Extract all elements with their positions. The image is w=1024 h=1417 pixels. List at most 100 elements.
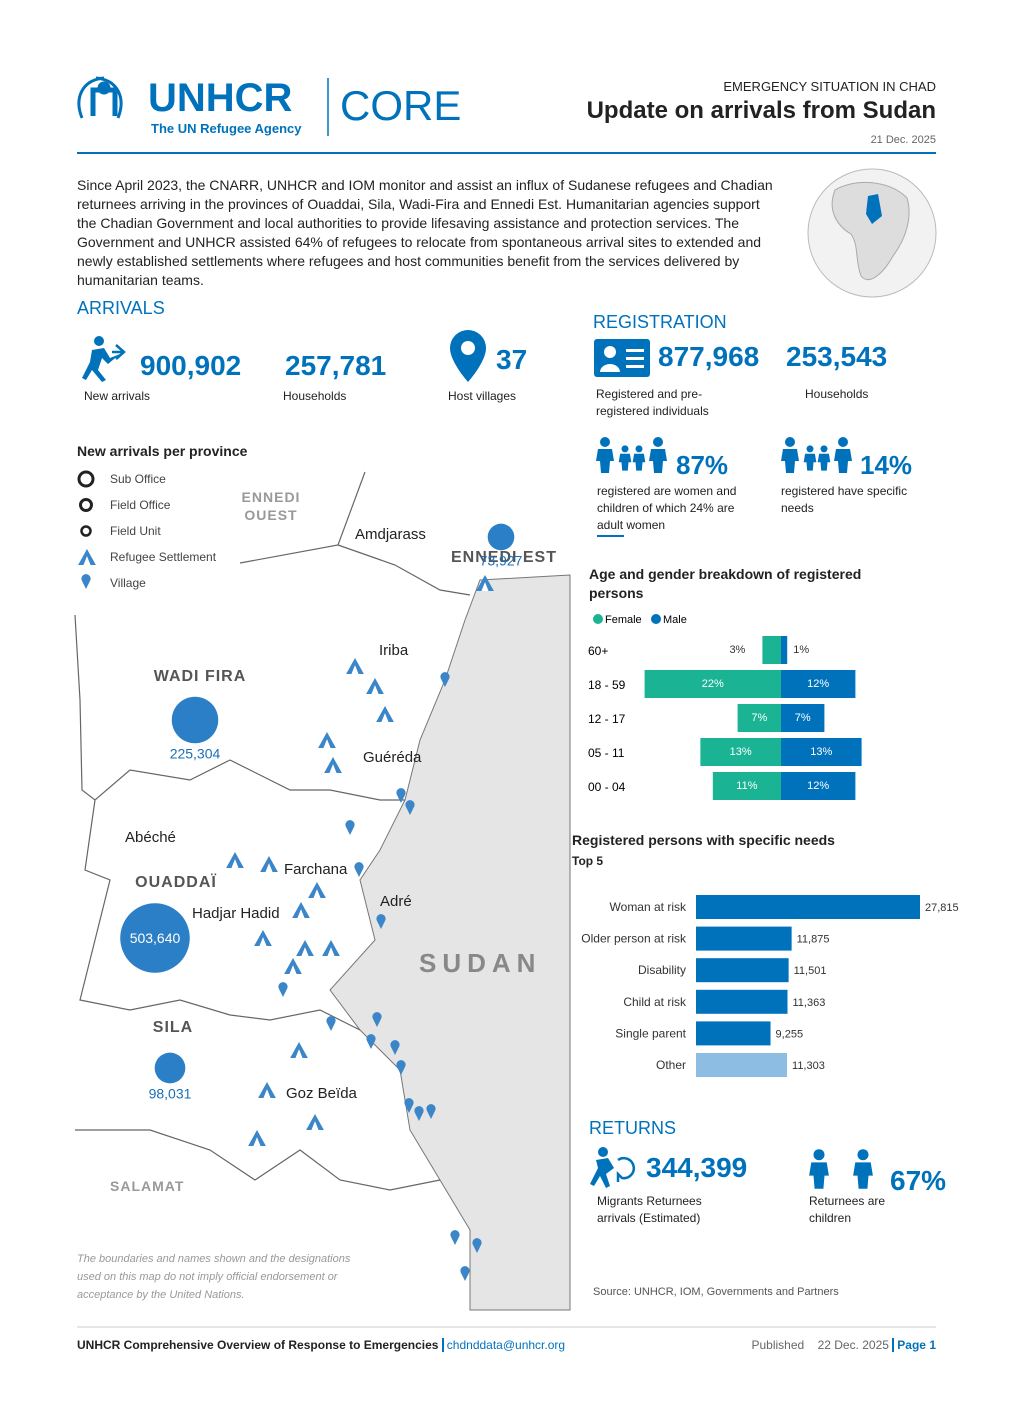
legend-label: Refugee Settlement xyxy=(110,550,217,564)
icon xyxy=(626,349,644,352)
arrival-icons xyxy=(82,330,486,382)
bar xyxy=(700,738,781,766)
stat-label: Host villages xyxy=(448,389,517,403)
bar xyxy=(696,1053,788,1077)
icon xyxy=(461,341,475,355)
stat-label: registered have specific needs xyxy=(781,484,908,515)
map xyxy=(74,470,571,1311)
province-value: 73,927 xyxy=(480,552,523,568)
title: Update on arrivals from Sudan xyxy=(586,97,936,124)
icon xyxy=(604,346,616,358)
place-label: Abéché xyxy=(125,829,176,846)
person-icon xyxy=(632,445,646,471)
place-label: Farchana xyxy=(284,861,348,878)
province-bubble xyxy=(120,903,190,973)
intro: Since April 2023, the CNARR, UNHCR and I… xyxy=(77,177,773,288)
icon xyxy=(450,330,486,382)
legend-label: Sub Office xyxy=(110,472,166,486)
category-label: 18 - 59 xyxy=(588,678,626,692)
person-icon xyxy=(781,437,799,473)
bar xyxy=(781,738,862,766)
category-label: Disability xyxy=(638,963,686,977)
stat-label: registered are women and children of whi… xyxy=(597,484,737,532)
category-label: Single parent xyxy=(615,1026,686,1040)
legend-label: Female xyxy=(605,614,642,626)
category-label: 60+ xyxy=(588,644,608,658)
value-label: 27,815 xyxy=(925,902,959,914)
province-value: 98,031 xyxy=(149,1085,192,1101)
bar xyxy=(762,636,781,664)
bar xyxy=(781,772,856,800)
kicker: EMERGENCY SITUATION IN CHAD xyxy=(723,79,936,94)
province-boundaries xyxy=(74,471,471,1191)
place-label: Goz Beïda xyxy=(286,1085,357,1102)
icon xyxy=(616,1156,635,1182)
map-legend-symbols xyxy=(77,470,96,589)
section-heading: ARRIVALS xyxy=(77,298,165,318)
footer-email: chdnddata@unhcr.org xyxy=(441,1338,566,1352)
value-label: 13% xyxy=(730,746,752,758)
product-name: CORE xyxy=(340,82,462,129)
logo-tagline: The UN Refugee Agency xyxy=(151,121,302,136)
province-name: OUADDAÏ xyxy=(135,873,217,891)
section-heading: REGISTRATION xyxy=(593,312,727,332)
stat-value: 257,781 xyxy=(285,350,387,381)
province-name: ENNEDI EST xyxy=(451,549,557,566)
value-label: 9,255 xyxy=(776,1028,804,1040)
bar xyxy=(696,895,920,919)
category-label: Child at risk xyxy=(623,995,687,1009)
bar xyxy=(781,670,856,698)
published-label: Published xyxy=(751,1338,805,1352)
person-icon xyxy=(618,445,632,471)
sudan-area xyxy=(329,574,571,1311)
category-label: 00 - 04 xyxy=(588,780,626,794)
stat-label: New arrivals xyxy=(84,389,151,403)
bar xyxy=(737,704,781,732)
province-value: 503,640 xyxy=(130,930,181,946)
bar xyxy=(644,670,781,698)
icon xyxy=(600,364,620,372)
chart-title: Age and gender breakdown of registered p… xyxy=(589,566,862,601)
category-label: 05 - 11 xyxy=(588,746,625,760)
stat-value: 67% xyxy=(890,1165,947,1196)
province-value: 225,304 xyxy=(170,745,221,761)
chart-title: Registered persons with specific needs xyxy=(572,832,835,848)
region-label: SALAMAT xyxy=(110,1178,185,1194)
legend-label: Village xyxy=(110,576,146,590)
stat-label: Returnees are children xyxy=(809,1194,886,1225)
person-icon xyxy=(817,445,831,471)
place-label: Adré xyxy=(380,893,412,910)
bar xyxy=(696,989,788,1014)
icon xyxy=(590,1158,614,1188)
bar xyxy=(696,1021,771,1046)
disclaimer: The boundaries and names shown and the d… xyxy=(77,1253,351,1301)
stat-value: 877,968 xyxy=(658,341,760,372)
place-label: Guéréda xyxy=(363,749,422,766)
province-bubble xyxy=(487,523,515,551)
province-bubble xyxy=(154,1052,186,1084)
person-icon xyxy=(853,1149,873,1189)
published-date: 22 Dec. 2025 xyxy=(817,1338,889,1352)
category-label: Woman at risk xyxy=(610,900,687,914)
value-label: 13% xyxy=(810,746,832,758)
logo-emblem xyxy=(77,76,123,119)
icon xyxy=(112,344,126,360)
stat-value: 87% xyxy=(676,450,729,480)
section-heading: RETURNS xyxy=(589,1118,677,1138)
stat-label: Households xyxy=(283,389,347,403)
footer-right: Published 22 Dec. 2025 Page 1 xyxy=(751,1338,936,1352)
person-icon xyxy=(834,437,852,473)
footer-text: UNHCR Comprehensive Overview of Response… xyxy=(77,1338,566,1352)
icon xyxy=(598,1147,608,1157)
value-label: 1% xyxy=(793,644,809,656)
value-label: 12% xyxy=(807,678,829,690)
province-bubble xyxy=(171,696,219,744)
date: 21 Dec. 2025 xyxy=(870,134,936,146)
value-label: 3% xyxy=(729,644,745,656)
bar xyxy=(696,958,789,983)
category-label: Older person at risk xyxy=(581,932,687,946)
category-label: Other xyxy=(656,1058,686,1072)
legend-label: Field Unit xyxy=(110,524,161,538)
logo-name: UNHCR xyxy=(148,76,293,120)
